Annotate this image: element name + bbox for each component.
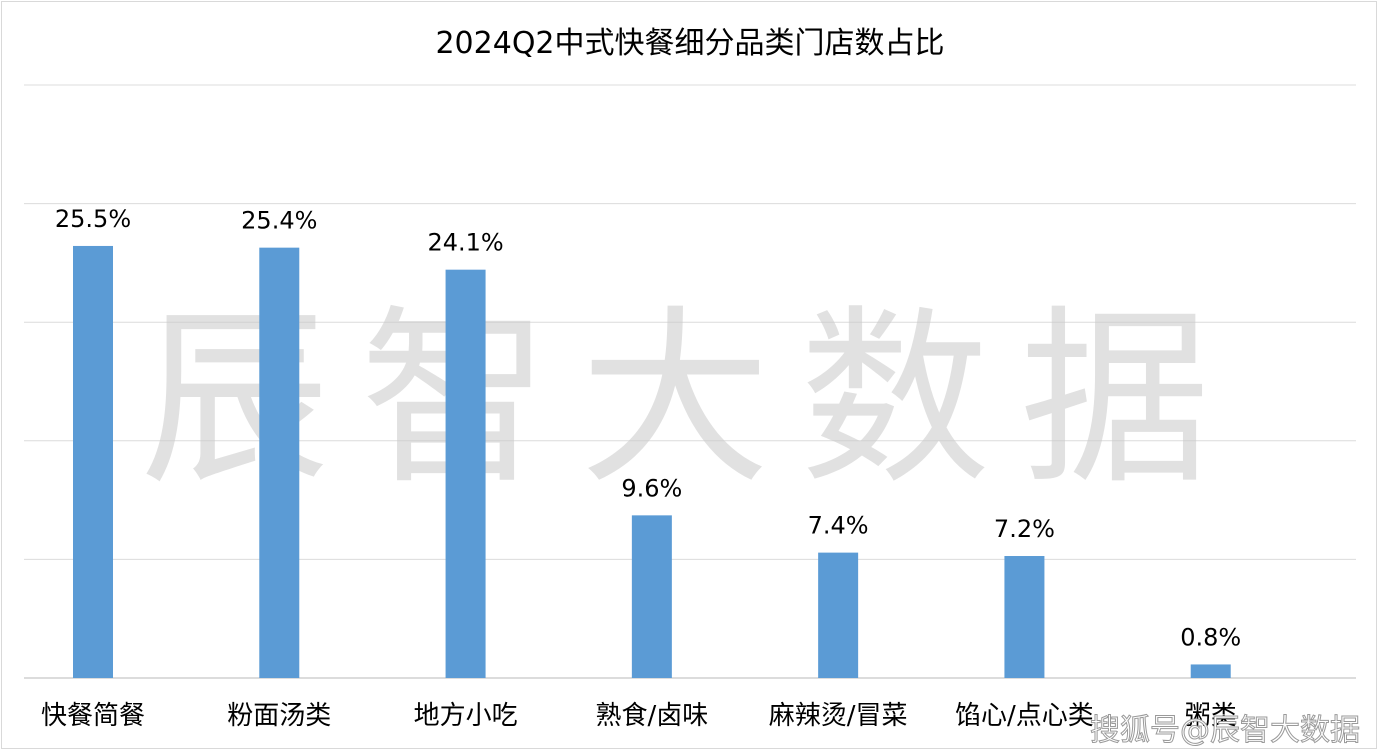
category-label-3: 熟食/卤味 xyxy=(595,701,708,731)
gridlines xyxy=(24,84,1356,679)
data-label-2: 24.1% xyxy=(427,229,503,257)
data-label-3: 9.6% xyxy=(621,474,682,502)
bar-2 xyxy=(445,269,486,678)
data-labels: 25.5% 25.4% 24.1% 9.6% 7.4% 7.2% 0.8% xyxy=(55,205,1241,651)
category-label-6: 粥类 xyxy=(1185,701,1237,731)
data-label-0: 25.5% xyxy=(55,205,131,233)
data-label-6: 0.8% xyxy=(1180,623,1241,651)
data-label-4: 7.4% xyxy=(808,512,869,540)
category-labels: 快餐简餐 粉面汤类 地方小吃 熟食/卤味 麻辣烫/冒菜 馅心/点心类 粥类 xyxy=(41,701,1237,731)
bar-6 xyxy=(1190,664,1231,678)
category-label-4: 麻辣烫/冒菜 xyxy=(769,701,908,731)
category-label-5: 馅心/点心类 xyxy=(955,701,1094,731)
bars xyxy=(73,245,1231,678)
bar-5 xyxy=(1004,556,1045,678)
bar-0 xyxy=(73,245,113,678)
bar-3 xyxy=(631,515,672,678)
watermark-footer: 搜狐号@辰智大数据 xyxy=(1090,713,1360,748)
category-label-1: 粉面汤类 xyxy=(227,701,331,731)
watermark-layer: 辰智大数据 xyxy=(140,289,1240,510)
bar-1 xyxy=(259,247,300,678)
category-label-2: 地方小吃 xyxy=(414,701,518,731)
data-label-5: 7.2% xyxy=(994,515,1055,543)
chart-title: 2024Q2中式快餐细分品类门店数占比 xyxy=(435,26,945,61)
bar-4 xyxy=(818,552,859,678)
category-label-0: 快餐简餐 xyxy=(41,701,145,731)
watermark-text: 辰智大数据 xyxy=(140,289,1240,510)
data-label-1: 25.4% xyxy=(241,207,317,235)
